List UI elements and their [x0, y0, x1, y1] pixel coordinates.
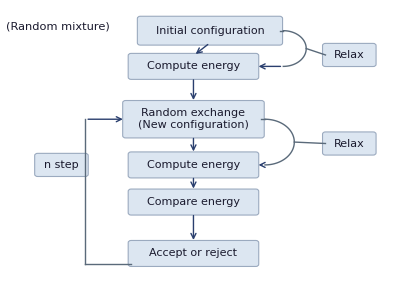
FancyBboxPatch shape — [323, 43, 376, 67]
Text: n step: n step — [44, 160, 79, 170]
Text: Initial configuration: Initial configuration — [156, 26, 264, 36]
Text: Relax: Relax — [334, 139, 365, 148]
Text: Compare energy: Compare energy — [147, 197, 240, 207]
FancyBboxPatch shape — [138, 16, 282, 45]
FancyBboxPatch shape — [323, 132, 376, 155]
Text: Compute energy: Compute energy — [147, 160, 240, 170]
FancyBboxPatch shape — [35, 153, 88, 177]
Text: Compute energy: Compute energy — [147, 61, 240, 71]
Text: Accept or reject: Accept or reject — [149, 249, 238, 259]
FancyBboxPatch shape — [128, 53, 259, 79]
Text: Random exchange
(New configuration): Random exchange (New configuration) — [138, 108, 249, 130]
FancyBboxPatch shape — [128, 152, 259, 178]
FancyBboxPatch shape — [123, 100, 264, 138]
FancyBboxPatch shape — [128, 241, 259, 266]
Text: (Random mixture): (Random mixture) — [6, 22, 110, 31]
FancyBboxPatch shape — [128, 189, 259, 215]
Text: Relax: Relax — [334, 50, 365, 60]
